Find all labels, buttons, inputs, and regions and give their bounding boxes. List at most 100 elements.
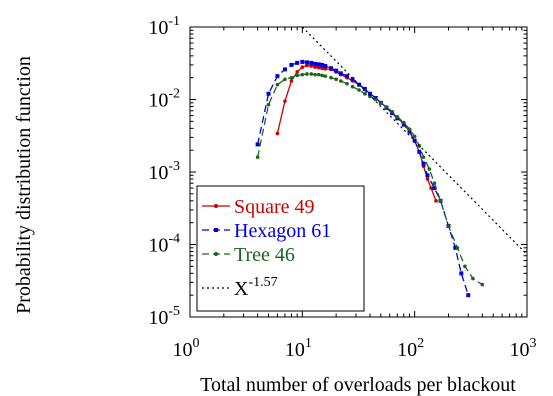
x-axis-label: Total number of overloads per blackout — [200, 374, 516, 396]
data-point — [266, 102, 271, 107]
data-point — [309, 72, 314, 76]
data-point — [329, 75, 333, 80]
data-point — [320, 73, 324, 78]
data-point — [320, 62, 325, 67]
data-point — [255, 142, 260, 147]
data-point — [463, 264, 467, 269]
legend-label: Tree 46 — [234, 244, 295, 266]
data-point — [266, 91, 271, 96]
data-point — [275, 74, 280, 79]
data-point — [407, 127, 412, 131]
data-point — [417, 149, 422, 154]
data-point — [459, 271, 464, 276]
data-point — [305, 72, 309, 76]
data-point — [345, 74, 350, 79]
data-point — [373, 97, 378, 102]
data-point — [334, 77, 338, 82]
data-point — [421, 155, 426, 160]
y-tick-label: 10-3 — [148, 159, 180, 184]
x-tick-label: 100 — [173, 336, 200, 361]
data-point — [350, 77, 355, 82]
data-point — [395, 114, 400, 119]
data-point — [313, 72, 317, 77]
data-point — [357, 88, 361, 92]
data-point — [367, 91, 372, 96]
data-point — [320, 66, 324, 71]
y-tick-label: 10-5 — [148, 304, 180, 329]
data-point — [283, 77, 287, 82]
data-point — [427, 167, 432, 171]
data-point — [421, 161, 426, 166]
data-point — [363, 91, 367, 96]
series-2 — [255, 72, 485, 287]
data-point — [334, 68, 339, 73]
data-point — [384, 105, 389, 109]
legend-label: Square 49 — [234, 196, 315, 218]
legend-marker — [214, 252, 218, 256]
data-point — [289, 79, 294, 83]
data-point — [316, 72, 321, 77]
data-point — [289, 62, 294, 67]
data-point — [480, 282, 485, 287]
data-point — [309, 60, 314, 65]
data-point — [390, 109, 394, 114]
data-point — [407, 129, 412, 134]
data-point — [425, 173, 430, 178]
data-point — [283, 99, 287, 103]
legend-item-1: Hexagon 61 — [202, 220, 331, 242]
data-point — [466, 293, 471, 298]
data-point — [412, 138, 417, 143]
data-point — [300, 72, 305, 77]
data-point — [446, 224, 451, 228]
x-tick-label: 103 — [510, 336, 537, 361]
data-point — [471, 276, 475, 281]
data-point — [305, 63, 309, 68]
data-point — [255, 155, 260, 160]
x-tick-label: 101 — [285, 336, 312, 361]
data-point — [362, 86, 367, 91]
data-point — [432, 181, 437, 186]
data-point — [309, 64, 314, 68]
data-point — [379, 101, 383, 105]
data-point — [275, 131, 280, 136]
series-1 — [255, 59, 471, 298]
data-point — [455, 246, 460, 250]
data-point — [412, 134, 417, 139]
y-tick-label: 10-1 — [148, 14, 180, 39]
data-point — [338, 79, 343, 83]
data-point — [453, 245, 458, 250]
legend-box — [196, 185, 365, 312]
data-point — [350, 84, 355, 89]
data-point — [300, 59, 305, 64]
data-point — [345, 81, 349, 86]
data-point — [425, 177, 430, 181]
data-point — [323, 74, 328, 78]
x-tick-label: 102 — [397, 336, 424, 361]
data-point — [304, 60, 309, 65]
data-point — [401, 120, 406, 125]
data-point — [338, 71, 343, 76]
legend-label: X-1.57 — [234, 275, 278, 300]
legend-item-3: X-1.57 — [202, 275, 278, 300]
data-point — [429, 186, 433, 190]
data-point — [329, 66, 334, 71]
data-point — [313, 61, 318, 66]
legend-item-2: Tree 46 — [202, 244, 295, 266]
series-layer — [255, 27, 527, 298]
data-point — [295, 60, 300, 65]
data-point — [295, 70, 299, 74]
data-point — [313, 65, 317, 69]
data-point — [300, 65, 305, 69]
data-point — [316, 65, 321, 70]
y-tick-label: 10-2 — [148, 87, 180, 112]
data-point — [316, 62, 321, 67]
y-axis-label: Probability distribution function — [13, 56, 35, 314]
legend-marker — [214, 204, 218, 208]
data-point — [432, 186, 437, 191]
data-point — [275, 82, 280, 87]
data-point — [438, 199, 443, 203]
legend-item-0: Square 49 — [202, 196, 315, 218]
data-point — [401, 122, 406, 127]
